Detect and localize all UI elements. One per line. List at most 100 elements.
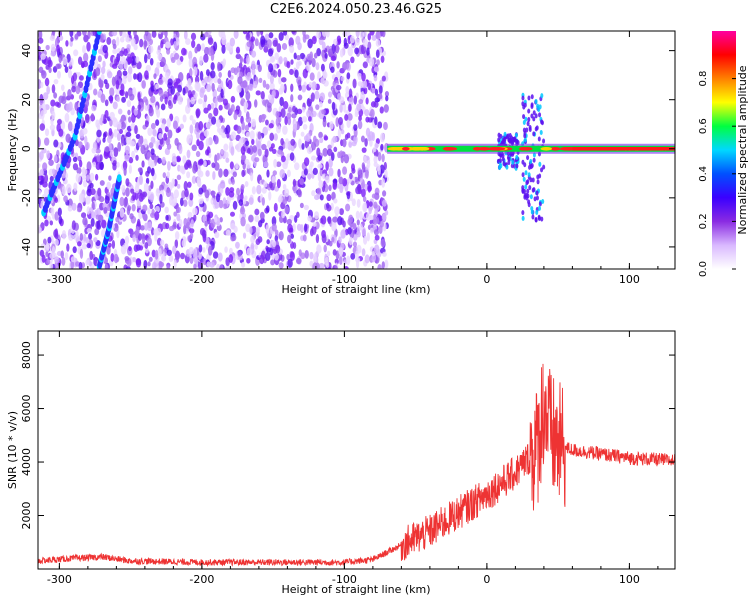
spectrogram-cell — [166, 143, 172, 150]
spectrogram-cell — [323, 244, 327, 253]
spectrogram-cell — [173, 189, 180, 199]
spectrogram-cell — [38, 55, 42, 62]
spectrogram-cell — [301, 84, 307, 93]
spectrogram-cell — [368, 201, 373, 207]
spectrogram-cell — [322, 147, 328, 157]
spectrogram-cell — [54, 239, 59, 246]
spectrogram-cell — [245, 32, 251, 41]
spectrogram-cell — [275, 244, 281, 254]
spectrogram-cell — [115, 216, 120, 223]
burst-cell — [521, 215, 525, 221]
spectrogram-cell — [240, 216, 246, 227]
tone-peak — [411, 146, 419, 151]
spectrogram-cell — [316, 31, 322, 39]
spectrogram-cell — [38, 137, 41, 147]
spectrogram-cell — [40, 243, 46, 249]
burst-cell — [527, 202, 531, 208]
spectrogram-cell — [274, 52, 279, 61]
spectrogram-cell — [335, 70, 342, 79]
spectrogram-cell — [245, 131, 251, 138]
x-tick-label: -200 — [189, 573, 214, 586]
spectrogram-cell — [45, 44, 50, 51]
spectrogram-cell — [294, 215, 298, 223]
spectrogram-cell — [86, 41, 91, 52]
spectrogram-cell — [155, 205, 160, 213]
spectrogram-cell — [220, 149, 224, 155]
spectrogram-cell — [214, 97, 218, 108]
spectrogram-cell — [166, 117, 171, 128]
spectrogram-cell — [311, 155, 317, 161]
spectrogram-cell — [165, 222, 170, 230]
spectrogram-cell — [244, 180, 249, 188]
spectrogram-cell — [94, 228, 100, 236]
spectrogram-cell — [95, 214, 101, 220]
spectrogram-cell — [204, 31, 209, 38]
spectrogram-cell — [304, 250, 309, 259]
spectrogram-cell — [90, 188, 96, 196]
spectrogram-cell — [365, 97, 369, 105]
spectrogram-cell — [50, 51, 56, 57]
spectrogram-cell — [174, 231, 180, 240]
spectrogram-cell — [125, 91, 129, 99]
spectrogram-cell — [356, 198, 361, 208]
spectrogram-cell — [78, 75, 84, 81]
spectrogram-cell — [93, 59, 99, 69]
spectrogram-cell — [39, 151, 44, 160]
burst-cell — [534, 113, 538, 119]
spectrogram-cell — [164, 41, 171, 49]
spectrogram-cell — [380, 239, 386, 248]
burst-cell — [523, 137, 527, 143]
spectrogram-cell — [317, 155, 323, 161]
spectrogram-cell — [161, 118, 167, 125]
x-tick-label: -100 — [332, 273, 357, 286]
spectrogram-cell — [319, 101, 323, 108]
spectrogram-cell — [124, 145, 131, 155]
burst-cell — [526, 121, 530, 127]
spectrogram-cell — [164, 206, 169, 214]
spectrogram-cell — [376, 59, 380, 66]
spectrogram-cell — [255, 226, 261, 233]
burst-cell — [523, 102, 527, 108]
spectrogram-cell — [138, 192, 144, 202]
spectrogram-cell — [39, 99, 44, 106]
spectrogram-cell — [119, 196, 125, 207]
spectrogram-cell — [251, 138, 255, 146]
spectrogram-cell — [134, 124, 138, 135]
spectrogram-cell — [299, 202, 304, 209]
spectrogram-cell — [91, 104, 97, 112]
spectrogram-cell — [127, 56, 133, 64]
spectrogram-cell — [187, 78, 192, 87]
spectrogram-cell — [267, 94, 272, 100]
spectrogram-cell — [292, 242, 297, 250]
spectrogram-cell — [210, 102, 215, 110]
spectrogram-cell — [47, 59, 53, 68]
spectrogram-cell — [356, 103, 362, 112]
spectrogram-cell — [38, 31, 43, 40]
spectrogram-cell — [125, 33, 130, 43]
spectrogram-cell — [325, 161, 329, 171]
spectrogram-cell — [344, 60, 350, 70]
spectrogram-cell — [332, 216, 338, 223]
spectrogram-cell — [191, 39, 196, 49]
spectrogram-cell — [287, 223, 293, 233]
spectrogram-cell — [333, 198, 338, 204]
burst-cell — [524, 184, 528, 190]
spectrogram-cell — [339, 103, 343, 113]
spectrogram-cell — [265, 205, 270, 213]
spectrogram-cell — [311, 35, 317, 45]
spectrogram-cell — [350, 163, 356, 171]
burst-cell — [524, 116, 528, 122]
spectrogram-cell — [309, 51, 314, 61]
spectrogram-cell — [213, 107, 219, 117]
spectrogram-cell — [292, 178, 297, 187]
spectrogram-cell — [183, 180, 188, 191]
spectrogram-cell — [203, 53, 209, 63]
spectrogram-cell — [381, 177, 386, 188]
spectrogram-cell — [68, 61, 73, 67]
spectrogram-cell — [178, 218, 183, 228]
spectrogram-cell — [241, 261, 246, 268]
spectrogram-cell — [44, 137, 50, 146]
spectrogram-cell — [96, 122, 101, 131]
spectrogram-cell — [186, 149, 191, 159]
